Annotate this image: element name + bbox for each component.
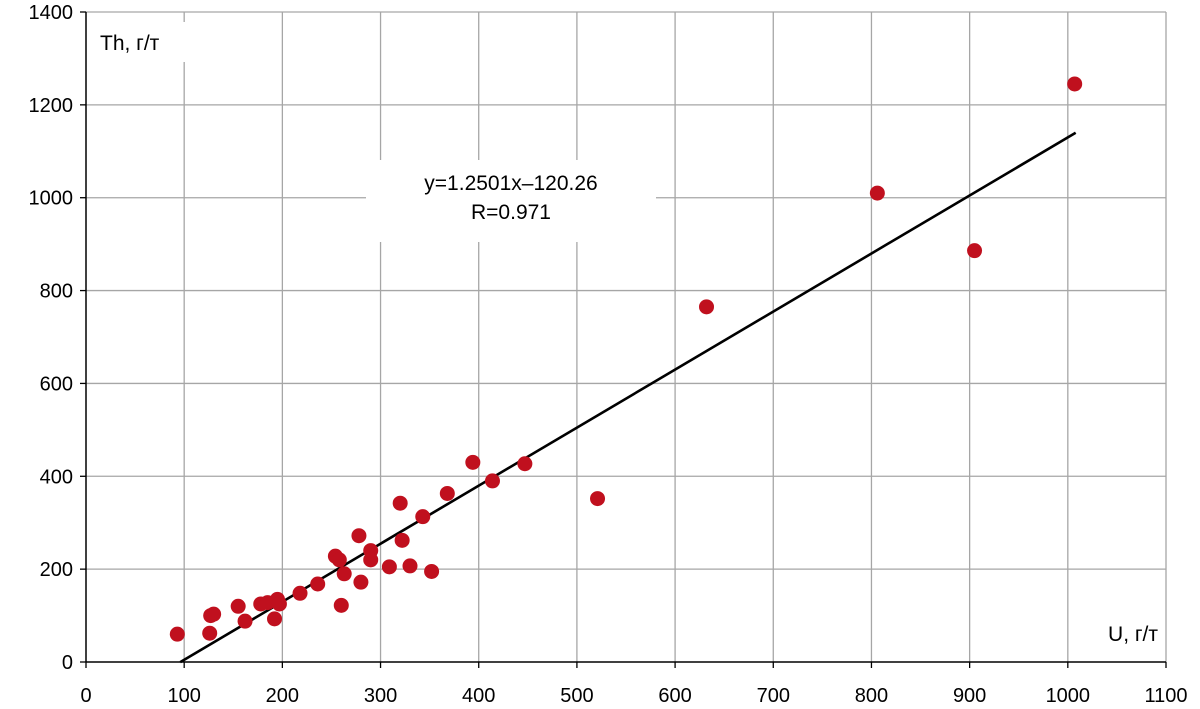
trendline <box>179 131 1077 664</box>
x-tick-label: 900 <box>953 685 986 707</box>
data-point <box>484 473 500 489</box>
grid-lines <box>86 11 1167 662</box>
data-point <box>336 566 352 582</box>
data-point <box>333 597 349 613</box>
data-point <box>230 598 246 614</box>
data-point <box>699 299 715 315</box>
data-point <box>869 185 885 201</box>
data-point <box>424 563 440 579</box>
data-point <box>415 509 431 525</box>
data-points <box>169 76 1083 642</box>
data-point <box>517 456 533 472</box>
xlabel-box <box>1070 615 1164 655</box>
data-point <box>351 528 367 544</box>
data-point <box>402 558 418 574</box>
x-tick-label: 1100 <box>1144 685 1187 707</box>
y-tick-label: 1200 <box>29 95 74 117</box>
x-tick-label: 600 <box>658 685 691 707</box>
tick-labels: 0 100 200 300 400 500 600 700 800 900 1000 1100 0 200… <box>29 2 1188 707</box>
y-tick-label: 800 <box>40 281 73 303</box>
y-tick-label: 200 <box>40 559 73 581</box>
y-tick-label: 600 <box>40 373 73 395</box>
trendline-equation: y=1.2501x–120.26 <box>424 172 597 195</box>
data-point <box>331 552 347 568</box>
data-point <box>392 495 408 511</box>
x-tick-label: 300 <box>364 685 397 707</box>
x-tick-label: 100 <box>167 685 200 707</box>
x-tick-label: 1000 <box>1046 685 1091 707</box>
data-point <box>202 625 218 641</box>
y-tick-label: 0 <box>62 652 73 674</box>
data-point <box>590 491 606 507</box>
data-point <box>967 243 983 259</box>
y-tick-label: 1400 <box>29 2 74 24</box>
data-point <box>267 611 283 627</box>
x-tick-label: 700 <box>757 685 790 707</box>
axes <box>80 11 1167 668</box>
x-tick-label: 200 <box>266 685 299 707</box>
x-tick-label: 800 <box>855 685 888 707</box>
data-point <box>353 574 369 590</box>
y-tick-label: 400 <box>40 466 73 488</box>
data-point <box>169 626 185 642</box>
data-point <box>381 559 397 575</box>
x-tick-label: 0 <box>80 685 91 707</box>
data-point <box>439 485 455 501</box>
data-point <box>206 606 222 622</box>
ylabel-box <box>90 22 190 62</box>
data-point <box>292 585 308 601</box>
data-point <box>394 532 410 548</box>
data-point <box>310 576 326 592</box>
correlation-coefficient: R=0.971 <box>471 201 551 224</box>
x-tick-label: 500 <box>560 685 593 707</box>
trendline-group <box>179 131 1077 664</box>
x-tick-label: 400 <box>462 685 495 707</box>
data-point <box>363 552 379 568</box>
data-point <box>237 613 253 629</box>
data-point <box>271 596 287 612</box>
equation-box <box>366 160 656 242</box>
y-tick-label: 1000 <box>29 188 74 210</box>
data-point <box>465 454 481 470</box>
x-axis-title: U, г/т <box>1108 623 1158 646</box>
y-axis-title: Th, г/т <box>100 32 160 55</box>
data-point <box>1067 76 1083 92</box>
